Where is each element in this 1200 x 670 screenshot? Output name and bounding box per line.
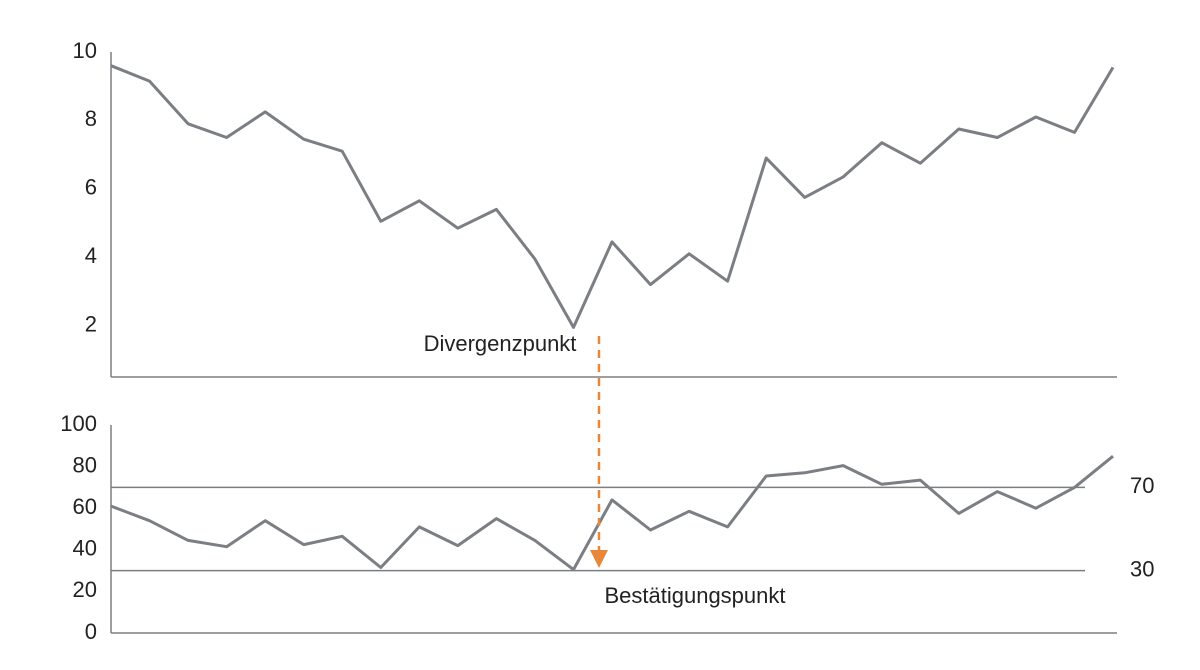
y-tick-label: 8 — [85, 106, 97, 131]
annotation: Bestätigungspunkt — [604, 583, 785, 608]
annotation: Divergenzpunkt — [424, 331, 577, 356]
label-bg — [1085, 557, 1165, 584]
y-tick-label: 0 — [85, 619, 97, 644]
y-tick-label: 60 — [73, 494, 97, 519]
data-line — [110, 64, 1115, 329]
y-tick-label: 4 — [85, 243, 97, 268]
reference-label: 70 — [1130, 473, 1154, 498]
y-tick-label: 80 — [73, 452, 97, 477]
y-tick-label: 40 — [73, 536, 97, 561]
y-tick-label: 2 — [85, 311, 97, 336]
y-tick-label: 6 — [85, 175, 97, 200]
y-tick-label: 10 — [73, 38, 97, 63]
y-tick-label: 100 — [60, 411, 97, 436]
data-line — [110, 455, 1114, 572]
y-tick-label: 20 — [73, 577, 97, 602]
reference-label: 30 — [1130, 556, 1154, 581]
arrow-head — [590, 550, 608, 568]
label-bg — [1085, 474, 1165, 501]
